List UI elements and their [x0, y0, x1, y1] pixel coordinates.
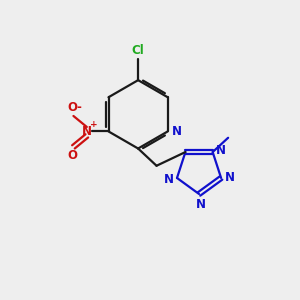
Text: N: N	[196, 198, 206, 211]
Text: O: O	[67, 149, 77, 162]
Text: O: O	[67, 100, 77, 114]
Text: +: +	[89, 120, 97, 129]
Text: N: N	[172, 125, 182, 138]
Text: Cl: Cl	[132, 44, 145, 57]
Text: N: N	[82, 125, 92, 138]
Text: -: -	[76, 100, 81, 114]
Text: N: N	[225, 172, 235, 184]
Text: N: N	[216, 144, 226, 157]
Text: N: N	[164, 173, 173, 186]
